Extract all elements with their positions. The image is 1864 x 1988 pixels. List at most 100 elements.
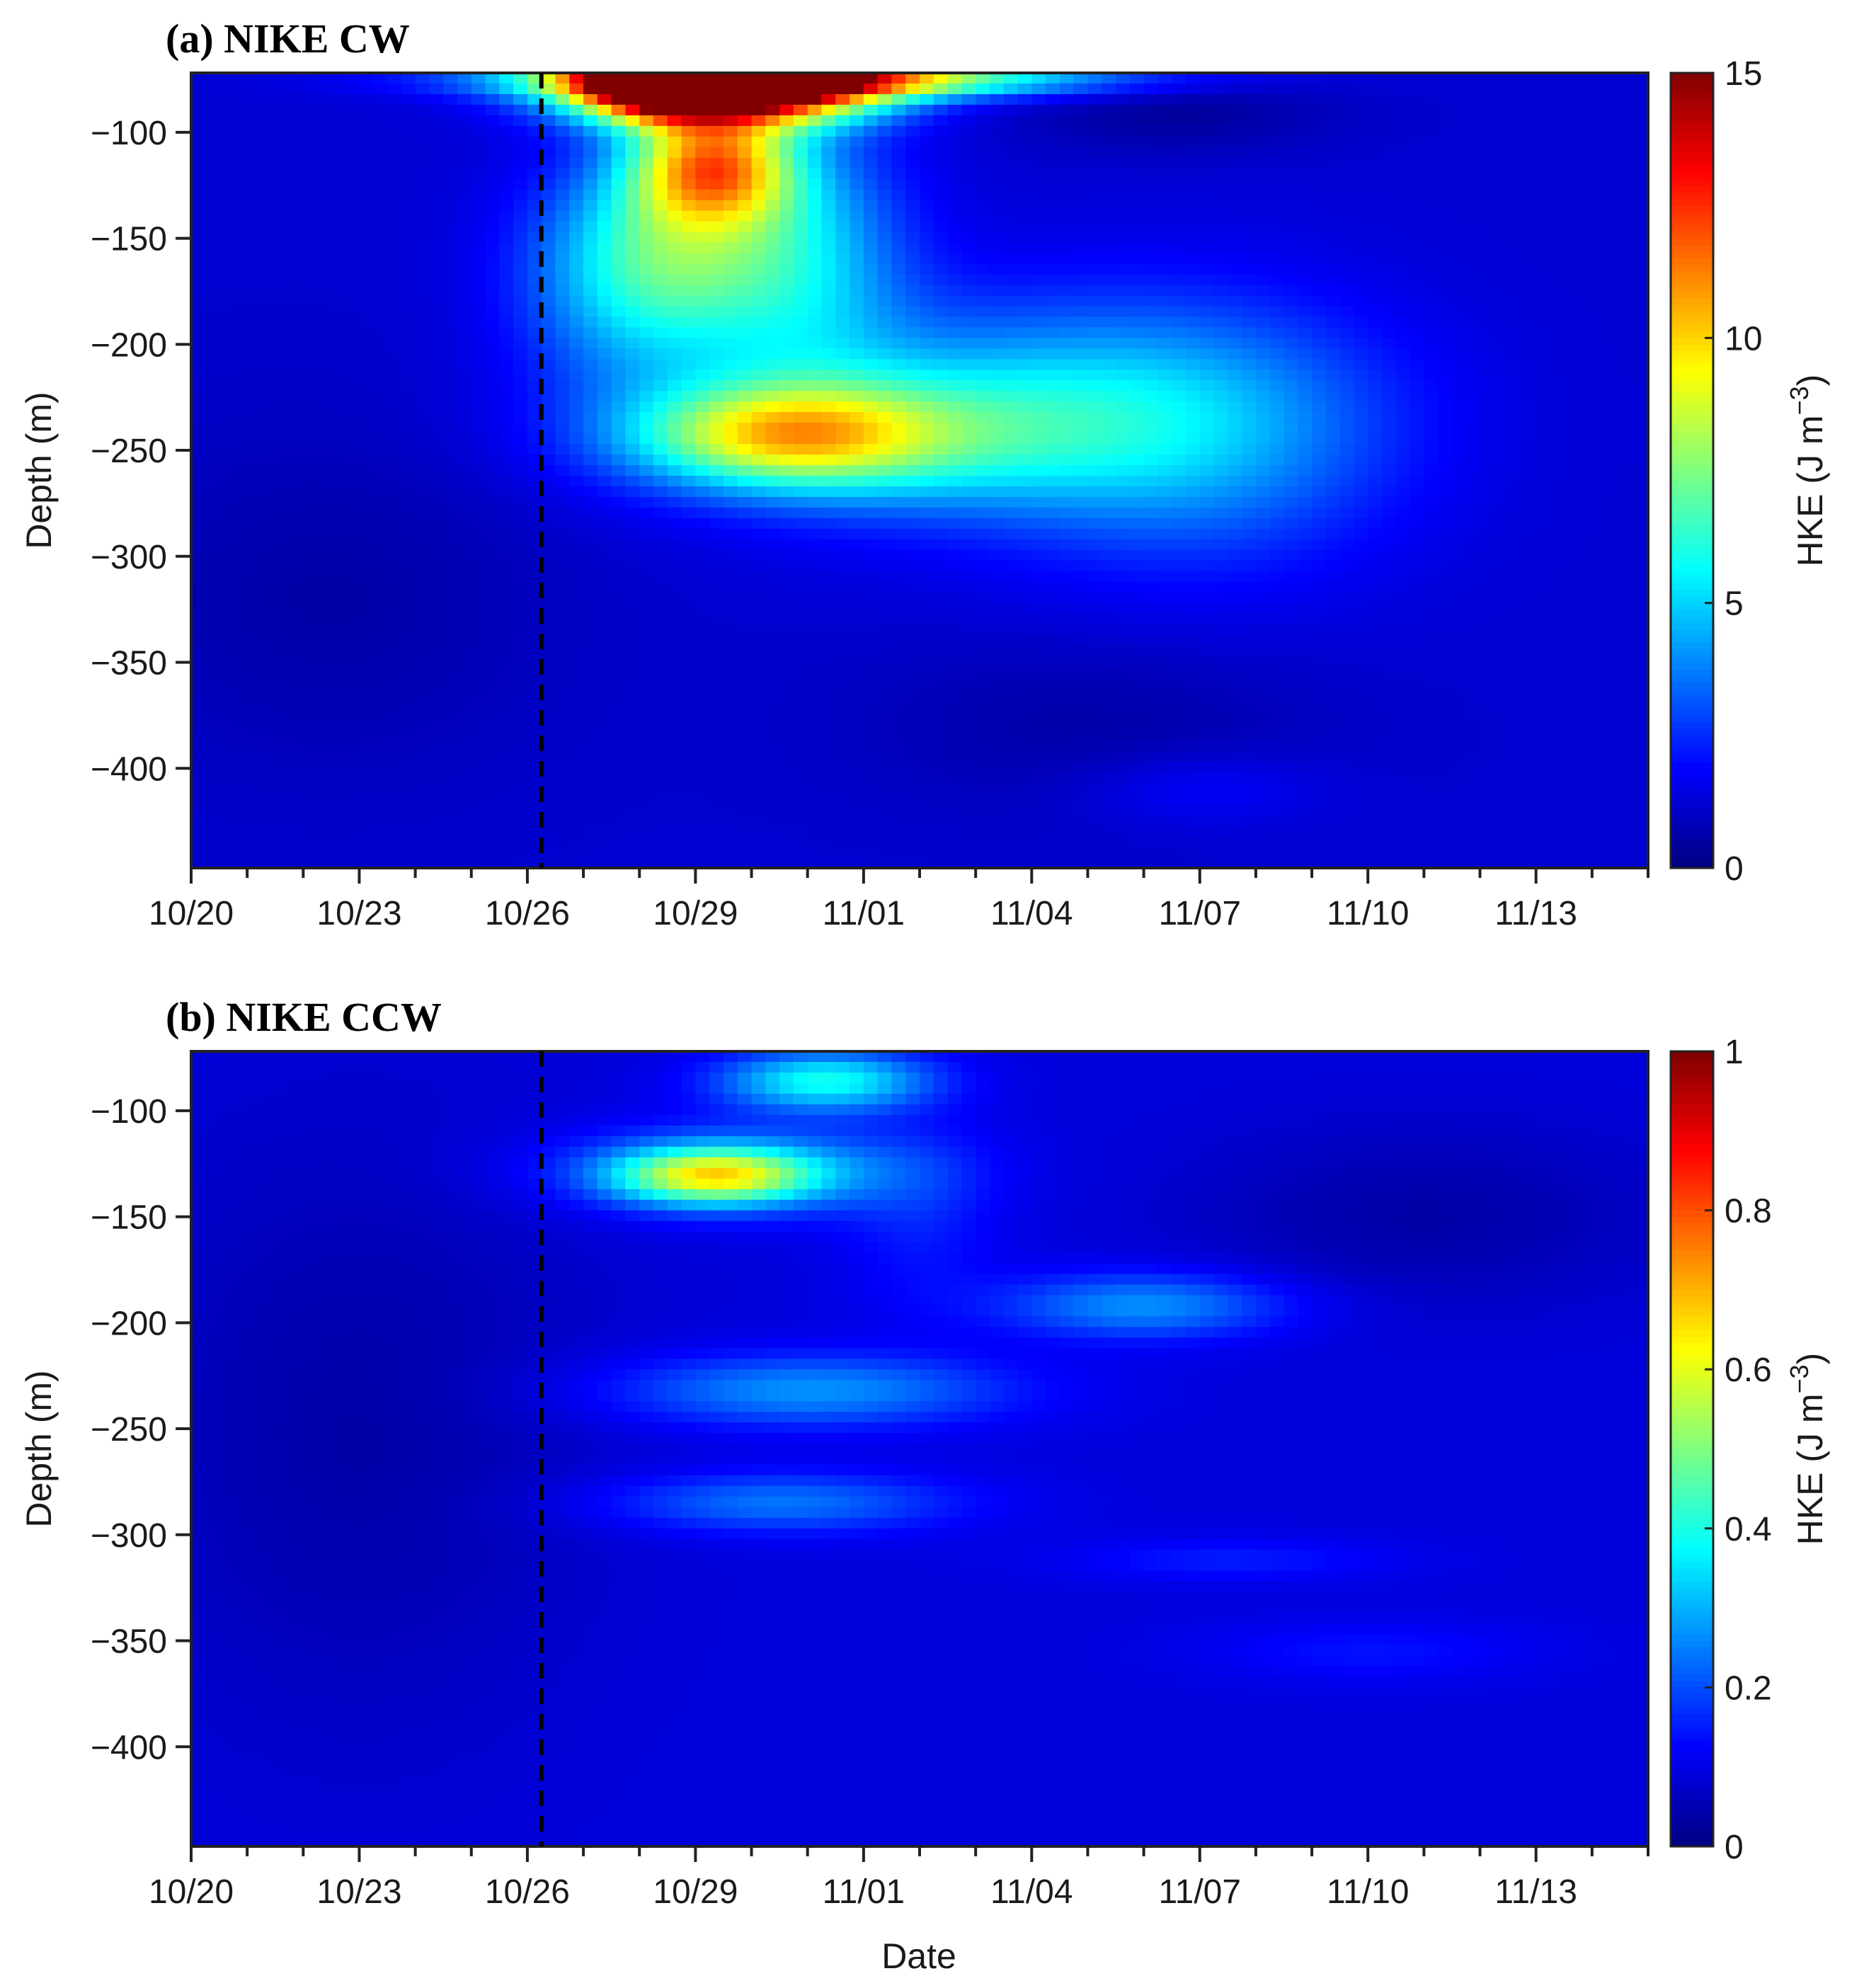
heatmap-cell — [1074, 539, 1089, 551]
heatmap-cell — [219, 190, 234, 201]
heatmap-cell — [1228, 137, 1242, 148]
heatmap-cell — [934, 370, 949, 381]
heatmap-cell — [808, 465, 823, 476]
heatmap-cell — [1270, 243, 1285, 254]
heatmap-cell — [724, 412, 738, 423]
heatmap-cell — [1340, 274, 1355, 285]
heatmap-cell — [1368, 401, 1383, 413]
heatmap-cell — [275, 264, 290, 275]
heatmap-cell — [1214, 359, 1229, 370]
heatmap-cell — [905, 84, 920, 95]
heatmap-cell — [779, 465, 794, 476]
heatmap-cell — [1087, 168, 1102, 180]
heatmap-cell — [1031, 211, 1046, 222]
heatmap-cell — [387, 486, 402, 498]
heatmap-cell — [1410, 508, 1425, 519]
heatmap-cell — [668, 158, 682, 169]
heatmap-cell — [1130, 285, 1145, 296]
heatmap-cell — [556, 179, 571, 190]
heatmap-cell — [569, 539, 584, 551]
heatmap-cell — [1200, 147, 1215, 159]
heatmap-cell — [794, 412, 808, 423]
heatmap-cell — [864, 508, 879, 519]
heatmap-cell — [429, 380, 444, 392]
heatmap-cell — [1060, 338, 1075, 349]
heatmap-cell — [303, 73, 318, 84]
heatmap-cell — [934, 137, 949, 148]
heatmap-cell — [1087, 561, 1102, 572]
heatmap-cell — [990, 455, 1005, 466]
heatmap-cell — [920, 264, 934, 275]
heatmap-cell — [1312, 274, 1327, 285]
heatmap-cell — [1522, 190, 1537, 201]
heatmap-cell — [359, 338, 374, 349]
heatmap-cell — [583, 190, 598, 201]
heatmap-cell — [499, 539, 514, 551]
heatmap-cell — [1550, 486, 1565, 498]
heatmap-cell — [233, 380, 248, 392]
heatmap-cell — [850, 274, 864, 285]
heatmap-cell — [1452, 571, 1467, 583]
heatmap-cell — [821, 423, 836, 434]
heatmap-cell — [709, 508, 724, 519]
heatmap-cell — [499, 137, 514, 148]
heatmap-cell — [976, 518, 990, 530]
heatmap-cell — [1424, 158, 1439, 169]
heatmap-cell — [850, 105, 864, 116]
heatmap-cell — [1382, 327, 1397, 338]
heatmap-cell — [583, 274, 598, 285]
heatmap-cell — [639, 211, 654, 222]
heatmap-cell — [331, 84, 346, 95]
heatmap-cell — [1466, 94, 1481, 105]
heatmap-cell — [205, 359, 220, 370]
heatmap-cell — [1270, 412, 1285, 423]
heatmap-cell — [1494, 359, 1509, 370]
heatmap-cell — [219, 561, 234, 572]
heatmap-cell — [583, 550, 598, 561]
heatmap-cell — [1200, 211, 1215, 222]
heatmap-cell — [682, 412, 697, 423]
heatmap-cell — [1087, 539, 1102, 551]
heatmap-cell — [275, 465, 290, 476]
heatmap-cell — [1508, 455, 1523, 466]
heatmap-cell — [1284, 179, 1299, 190]
heatmap-cell — [331, 465, 346, 476]
heatmap-cell — [401, 126, 416, 137]
heatmap-cell — [1172, 200, 1187, 212]
heatmap-cell — [233, 84, 248, 95]
heatmap-cell — [1018, 105, 1033, 116]
heatmap-cell — [569, 359, 584, 370]
heatmap-cell — [303, 476, 318, 487]
heatmap-cell — [1326, 359, 1341, 370]
heatmap-cell — [373, 200, 388, 212]
heatmap-cell — [920, 73, 934, 84]
heatmap-cell — [625, 338, 640, 349]
heatmap-cell — [345, 264, 360, 275]
heatmap-cell — [1578, 200, 1593, 212]
heatmap-cell — [429, 391, 444, 402]
heatmap-cell — [1116, 243, 1131, 254]
heatmap-cell — [1074, 338, 1089, 349]
heatmap-cell — [1620, 539, 1635, 551]
heatmap-cell — [1368, 359, 1383, 370]
heatmap-cell — [1438, 115, 1453, 127]
heatmap-cell — [1130, 380, 1145, 392]
heatmap-cell — [1396, 285, 1411, 296]
heatmap-cell — [625, 94, 640, 105]
heatmap-cell — [794, 401, 808, 413]
heatmap-cell — [738, 486, 753, 498]
heatmap-cell — [1102, 158, 1116, 169]
heatmap-cell — [1186, 433, 1201, 445]
heatmap-cell — [1606, 316, 1621, 328]
heatmap-cell — [1060, 455, 1075, 466]
heatmap-cell — [1144, 211, 1159, 222]
heatmap-cell — [612, 200, 627, 212]
heatmap-cell — [1004, 539, 1019, 551]
heatmap-cell — [752, 105, 767, 116]
heatmap-cell — [1410, 126, 1425, 137]
heatmap-cell — [261, 359, 276, 370]
heatmap-cell — [1031, 285, 1046, 296]
heatmap-cell — [821, 550, 836, 561]
heatmap-cell — [1074, 190, 1089, 201]
heatmap-cell — [583, 115, 598, 127]
